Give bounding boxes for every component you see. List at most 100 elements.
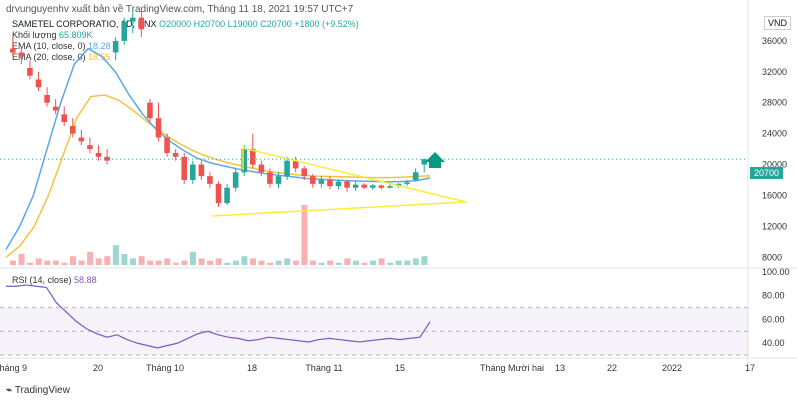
candle-body bbox=[172, 152, 179, 157]
candle-body bbox=[147, 102, 153, 119]
tradingview-logo[interactable]: ⌁ TradingView bbox=[6, 385, 70, 396]
volume-label: Khối lượng bbox=[12, 30, 57, 40]
rsi-tick-label: 60.00 bbox=[762, 314, 785, 324]
rsi-tick-label: 100.00 bbox=[762, 267, 790, 277]
candle-body bbox=[27, 67, 33, 76]
volume-bar bbox=[421, 256, 428, 265]
volume-bar bbox=[232, 260, 239, 265]
volume-bar bbox=[35, 258, 42, 265]
candle-body bbox=[310, 176, 316, 184]
ema10-value: 18.28 bbox=[88, 41, 111, 51]
time-tick-label: 22 bbox=[607, 363, 617, 373]
volume-bar bbox=[224, 262, 231, 265]
volume-bar bbox=[352, 260, 359, 265]
ema20-value: 18.55 bbox=[88, 52, 111, 62]
volume-bar bbox=[370, 260, 376, 265]
candle-body bbox=[155, 118, 162, 138]
legend-ema20-row: EMA (20, close, 0) 18.55 bbox=[12, 52, 111, 62]
candle-body bbox=[327, 180, 333, 187]
time-tick-label: Tháng 11 bbox=[305, 363, 342, 373]
volume-bar bbox=[95, 258, 102, 265]
candle-body bbox=[241, 149, 247, 173]
time-tick-label: tháng 9 bbox=[0, 363, 27, 373]
volume-bar bbox=[130, 258, 136, 265]
candle-body bbox=[275, 176, 282, 184]
ema10-label[interactable]: EMA (10, close, 0) bbox=[12, 41, 86, 51]
candle-body bbox=[370, 185, 376, 188]
rsi-line bbox=[6, 284, 431, 349]
candle-body bbox=[224, 187, 230, 204]
candle-body bbox=[378, 185, 385, 188]
rsi-band bbox=[0, 307, 748, 355]
candle-body bbox=[344, 181, 350, 188]
volume-bar bbox=[378, 258, 385, 265]
last-price-tag: 20700 bbox=[749, 167, 783, 179]
time-tick-label: Tháng 10 bbox=[146, 363, 184, 373]
volume-bar bbox=[310, 260, 316, 265]
volume-bar bbox=[335, 262, 342, 265]
candle-body bbox=[87, 145, 93, 150]
candle-body bbox=[121, 21, 127, 41]
volume-bar bbox=[121, 254, 128, 265]
currency-badge[interactable]: VND bbox=[763, 16, 791, 30]
rsi-legend: RSI (14, close) 58.88 bbox=[12, 275, 97, 285]
tradingview-logo-icon: ⌁ bbox=[6, 385, 15, 396]
volume-bar bbox=[172, 262, 179, 265]
volume-bar bbox=[284, 258, 291, 265]
volume-bar bbox=[318, 262, 325, 265]
volume-bar bbox=[207, 260, 214, 265]
volume-bar bbox=[44, 260, 51, 265]
time-tick-label: 20 bbox=[93, 363, 103, 373]
volume-bar bbox=[267, 262, 274, 265]
ema20-label[interactable]: EMA (20, close, 0) bbox=[12, 52, 86, 62]
candle-body bbox=[361, 184, 367, 188]
time-tick-label: 13 bbox=[555, 363, 565, 373]
candle-body bbox=[35, 79, 42, 88]
candle-body bbox=[387, 186, 393, 188]
ema20-line bbox=[5, 94, 431, 258]
volume-bar bbox=[104, 256, 111, 265]
candle-body bbox=[267, 172, 273, 184]
volume-bar bbox=[344, 258, 351, 265]
volume-bar bbox=[327, 260, 334, 265]
time-tick-label: 17 bbox=[745, 363, 755, 373]
volume-bar bbox=[412, 258, 419, 265]
time-tick-label: 15 bbox=[395, 363, 405, 373]
publisher-line: drvunguyenhv xuất bản về TradingView.com… bbox=[6, 4, 354, 15]
candle-body bbox=[181, 156, 187, 180]
volume-bar bbox=[404, 260, 411, 265]
time-tick-label: 18 bbox=[247, 363, 257, 373]
candle-body bbox=[78, 137, 85, 142]
candle-body bbox=[164, 137, 170, 153]
time-tick-label: 2022 bbox=[662, 363, 682, 373]
ema10-line bbox=[5, 47, 431, 250]
volume-bar bbox=[198, 258, 205, 265]
candle-body bbox=[284, 160, 290, 177]
candle-body bbox=[190, 164, 196, 180]
exchange-label: HNX bbox=[137, 19, 157, 29]
volume-bar bbox=[181, 260, 188, 265]
rsi-label[interactable]: RSI (14, close) bbox=[12, 275, 72, 285]
volume-bar bbox=[190, 251, 196, 265]
legend-volume-row: Khối lượng 65.809K bbox=[12, 30, 93, 40]
volume-bar bbox=[164, 258, 171, 265]
volume-bar bbox=[241, 256, 248, 265]
candle-body bbox=[44, 95, 50, 103]
symbol-name[interactable]: SAMETEL CORPORATIO bbox=[12, 19, 117, 29]
volume-bar bbox=[138, 256, 145, 265]
volume-bar bbox=[87, 251, 94, 265]
volume-bar bbox=[215, 258, 222, 265]
volume-bar bbox=[155, 260, 162, 265]
legend-ema10-row: EMA (10, close, 0) 18.28 bbox=[12, 41, 111, 51]
volume-bar bbox=[250, 258, 256, 265]
candle-body bbox=[207, 176, 213, 184]
volume-bar bbox=[18, 254, 25, 265]
volume-bar bbox=[112, 245, 119, 265]
candle-body bbox=[130, 17, 136, 22]
candle-body bbox=[61, 114, 67, 123]
candle-body bbox=[138, 17, 145, 30]
volume-bar bbox=[301, 205, 308, 265]
candle-body bbox=[404, 182, 410, 184]
time-tick-label: Tháng Mười hai bbox=[480, 363, 544, 373]
